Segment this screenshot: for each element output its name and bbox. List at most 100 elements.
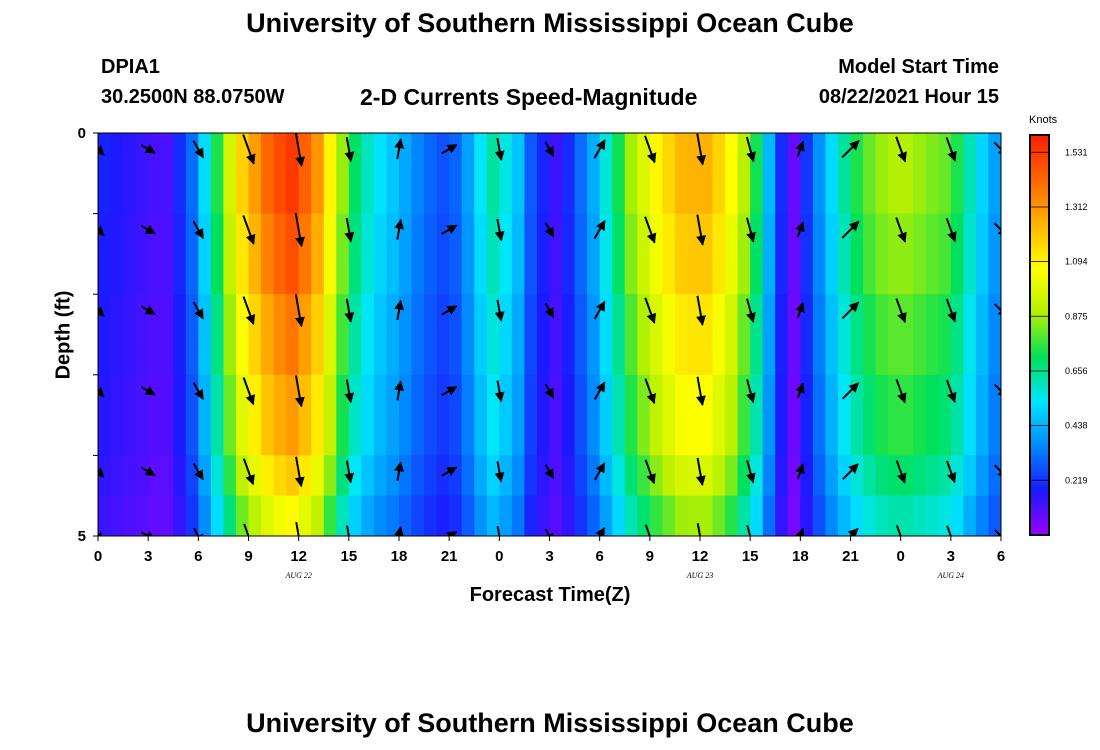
heatmap-cell (273, 133, 287, 215)
heatmap-cell (812, 133, 827, 215)
current-vector-arrow (98, 386, 105, 398)
heatmap-cell (825, 213, 839, 295)
heatmap-cell (574, 133, 588, 215)
heatmap-cell (587, 133, 601, 215)
heatmap-cell (524, 213, 538, 295)
heatmap-cell (110, 213, 124, 295)
x-tick-label: 3 (947, 548, 955, 565)
heatmap-cell (461, 374, 475, 456)
colorbar-tick-label: 1.531 (1065, 147, 1088, 157)
heatmap-cell (399, 374, 413, 456)
heatmap-cell (348, 374, 362, 456)
heatmap-cell (599, 133, 613, 215)
heatmap-cell (361, 495, 375, 536)
heatmap-cell (98, 495, 112, 536)
heatmap-cell (298, 133, 312, 215)
heatmap-cell (837, 294, 852, 376)
current-vector-arrow (242, 458, 255, 486)
current-vector-arrow (192, 140, 205, 159)
heatmap-cell (649, 495, 663, 536)
x-tick-label: 18 (792, 548, 809, 565)
heatmap-cell (160, 133, 174, 215)
colorbar-tick-label: 1.094 (1065, 257, 1088, 267)
heatmap-cell (449, 455, 463, 497)
current-vector-arrow (544, 528, 554, 536)
heatmap-cell (511, 495, 526, 536)
current-vector-arrow (644, 378, 656, 405)
heatmap-cell (787, 133, 801, 215)
heatmap-cell (110, 294, 124, 376)
heatmap-cell (185, 455, 199, 497)
current-vector-arrow (841, 382, 860, 400)
current-vector-arrow (140, 144, 156, 154)
heatmap-cell (574, 455, 588, 497)
heatmap-cell (725, 374, 739, 456)
current-vector-arrow (441, 224, 458, 235)
heatmap-cell (587, 374, 601, 456)
heatmap-cell (123, 374, 137, 456)
current-vector-arrow (795, 382, 805, 399)
x-axis-label: Forecast Time(Z) (469, 584, 631, 606)
heatmap-cell (837, 495, 852, 536)
heatmap-cell (524, 455, 538, 497)
heatmap-cell (261, 455, 275, 497)
current-vector-arrow (993, 141, 1001, 157)
heatmap-cell (399, 213, 413, 295)
heatmap-cell (110, 133, 124, 215)
heatmap-cell (160, 495, 174, 536)
heatmap-cell (235, 133, 250, 215)
heatmap-cell (261, 294, 275, 376)
current-vector-arrow (494, 218, 505, 242)
heatmap-cell (436, 495, 450, 536)
heatmap-cell (725, 294, 739, 376)
x-tick-label: 21 (842, 548, 859, 565)
heatmap-cell (323, 374, 337, 456)
heatmap-cell (863, 133, 877, 215)
current-vector-arrow (394, 380, 405, 401)
heatmap-cell (461, 495, 475, 536)
current-vector-arrow (847, 527, 859, 536)
heatmap-cell (248, 455, 262, 497)
heatmap-cell (812, 495, 827, 536)
current-vector-arrow (745, 217, 756, 243)
heatmap-cell (261, 495, 275, 536)
heatmap-cell (461, 213, 475, 295)
heatmap-cell (549, 495, 563, 536)
footer-title: University of Southern Mississippi Ocean… (246, 708, 854, 738)
heatmap-cell (562, 455, 576, 497)
current-vector-arrow (994, 529, 1001, 536)
heatmap-cell (436, 294, 450, 376)
x-tick-label: 6 (194, 548, 202, 565)
heatmap-cell (725, 133, 739, 215)
heatmap-cell (198, 294, 212, 376)
heatmap-cell (624, 455, 638, 497)
heatmap-cell (687, 294, 701, 376)
heatmap-cell (700, 455, 714, 497)
heatmap-cell (210, 374, 225, 456)
heatmap-cell (399, 495, 413, 536)
heatmap-cell (411, 213, 425, 295)
heatmap-cell (386, 294, 400, 376)
heatmap-cell (863, 374, 877, 456)
heatmap-cell (261, 374, 275, 456)
heatmap-cell (98, 455, 112, 497)
heatmap-cell (148, 495, 162, 536)
heatmap-cell (198, 495, 212, 536)
heatmap-cell (963, 213, 977, 295)
heatmap-cell (411, 455, 425, 497)
heatmap-cell (662, 374, 676, 456)
current-vector-arrow (745, 136, 756, 163)
heatmap-cell (825, 294, 839, 376)
current-vector-arrow (895, 525, 902, 536)
heatmap-cell (762, 294, 776, 376)
heatmap-cell (198, 133, 212, 215)
heatmap-cell (750, 495, 764, 536)
heatmap-cell (248, 374, 262, 456)
current-vector-arrow (141, 466, 156, 477)
current-vector-arrow (494, 380, 505, 403)
current-vector-arrow (644, 135, 657, 164)
heatmap-cell (875, 455, 889, 497)
heatmap-cell (624, 374, 638, 456)
current-vector-arrow (346, 525, 350, 536)
